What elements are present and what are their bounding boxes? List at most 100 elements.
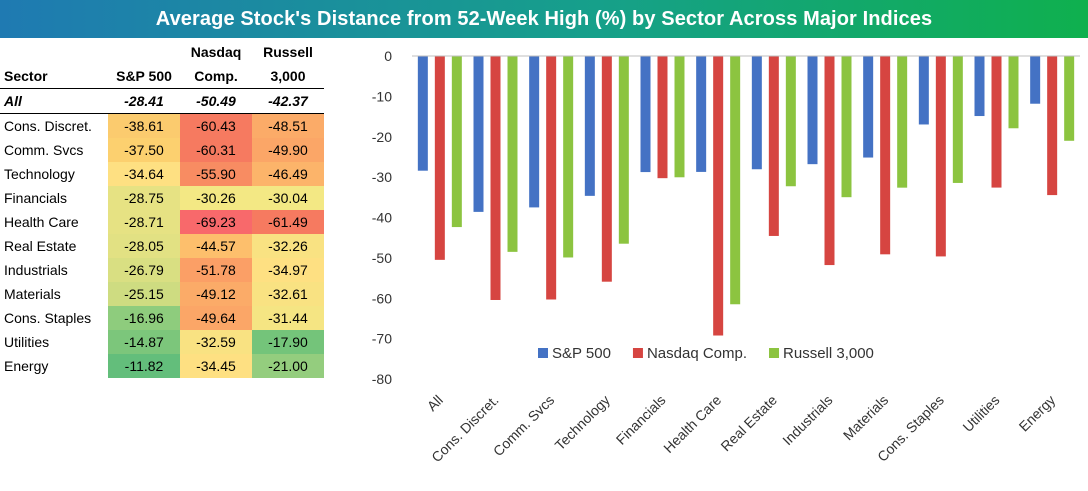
cell-sector: Comm. Svcs	[4, 142, 84, 158]
bar	[935, 56, 946, 257]
cell-nasdaq: -49.12	[180, 282, 252, 306]
bar	[897, 56, 908, 188]
cell-nasdaq: -30.26	[180, 186, 252, 210]
legend-label: Nasdaq Comp.	[647, 345, 747, 362]
bar	[880, 56, 891, 255]
cell-russell: -49.90	[252, 138, 324, 162]
header-russell-line1: Russell	[263, 44, 313, 60]
cell-nasdaq: -55.90	[180, 162, 252, 186]
cell-sector: All	[0, 88, 108, 114]
cell-russell: -17.90	[252, 330, 324, 354]
bar	[1030, 56, 1041, 104]
cell-sector: Health Care	[4, 214, 79, 230]
bar	[785, 56, 796, 187]
x-tick-label: Materials	[840, 392, 891, 443]
cell-nasdaq: -69.23	[180, 210, 252, 234]
table-row: Financials -28.75 -30.26 -30.04	[0, 186, 324, 210]
y-tick-label: -30	[372, 169, 392, 185]
table-row: Utilities -14.87 -32.59 -17.90	[0, 330, 324, 354]
x-tick-label: Energy	[1016, 392, 1059, 435]
cell-sp500: -37.50	[108, 138, 180, 162]
bar	[863, 56, 874, 158]
y-tick-label: 0	[384, 48, 392, 64]
bar	[824, 56, 835, 266]
sector-table: Nasdaq Russell Sector S&P 500 Comp. 3,00…	[0, 40, 324, 378]
cell-russell: -30.04	[252, 186, 324, 210]
header-nasdaq-line1: Nasdaq	[190, 44, 242, 60]
cell-russell: -61.49	[252, 210, 324, 234]
cell-nasdaq: -60.31	[180, 138, 252, 162]
header-sector: Sector	[0, 64, 108, 89]
bar	[1008, 56, 1019, 129]
bar	[674, 56, 685, 178]
cell-nasdaq: -51.78	[180, 258, 252, 282]
bar	[974, 56, 985, 117]
y-tick-label: -60	[372, 290, 392, 306]
table-row: Cons. Discret. -38.61 -60.43 -48.51	[0, 113, 324, 138]
cell-russell: -46.49	[252, 162, 324, 186]
cell-nasdaq: -60.43	[180, 113, 252, 138]
bar	[584, 56, 595, 196]
header-nasdaq-line2: Comp.	[180, 64, 252, 89]
bar	[952, 56, 963, 183]
cell-russell: -34.97	[252, 258, 324, 282]
cell-sector: Cons. Discret.	[4, 118, 92, 134]
legend-label: S&P 500	[552, 345, 611, 362]
header-sp500-line2: S&P 500	[108, 64, 180, 89]
cell-sector: Financials	[4, 190, 68, 206]
bar	[807, 56, 818, 165]
bar	[751, 56, 762, 170]
cell-sector: Real Estate	[4, 238, 77, 254]
cell-sector: Industrials	[4, 262, 68, 278]
bar	[657, 56, 668, 179]
bar	[618, 56, 629, 244]
x-tick-label: All	[424, 392, 446, 414]
bar	[918, 56, 929, 125]
cell-sector: Materials	[4, 286, 61, 302]
cell-sp500: -34.64	[108, 162, 180, 186]
table-row: Cons. Staples -16.96 -49.64 -31.44	[0, 306, 324, 330]
cell-sp500: -38.61	[108, 113, 180, 138]
table-row: Energy -11.82 -34.45 -21.00	[0, 354, 324, 378]
legend-swatch	[632, 348, 643, 358]
cell-sp500: -28.75	[108, 186, 180, 210]
cell-sector: Cons. Staples	[4, 310, 92, 326]
table-row: Technology -34.64 -55.90 -46.49	[0, 162, 324, 186]
header-row-2: Sector S&P 500 Comp. 3,000	[0, 64, 324, 89]
bar	[1064, 56, 1075, 141]
bar	[991, 56, 1002, 188]
bar	[529, 56, 540, 208]
bar	[601, 56, 612, 282]
cell-sp500: -14.87	[108, 330, 180, 354]
header-russell-line2: 3,000	[252, 64, 324, 89]
cell-sp500: -28.41	[108, 88, 180, 114]
cell-russell: -42.37	[252, 88, 324, 114]
cell-sp500: -25.15	[108, 282, 180, 306]
x-tick-label: Utilities	[959, 392, 1002, 435]
bar	[841, 56, 852, 198]
bar	[713, 56, 724, 336]
cell-russell: -31.44	[252, 306, 324, 330]
y-tick-label: -80	[372, 371, 392, 387]
cell-sp500: -16.96	[108, 306, 180, 330]
y-tick-label: -10	[372, 88, 392, 104]
x-tick-label: Technology	[552, 392, 613, 453]
chart-title: Average Stock's Distance from 52-Week Hi…	[155, 7, 933, 30]
cell-sector: Energy	[4, 358, 49, 374]
cell-sp500: -28.05	[108, 234, 180, 258]
table-row: Comm. Svcs -37.50 -60.31 -49.90	[0, 138, 324, 162]
cell-russell: -48.51	[252, 113, 324, 138]
cell-nasdaq: -49.64	[180, 306, 252, 330]
bar	[730, 56, 741, 305]
bar	[473, 56, 484, 212]
bar	[417, 56, 428, 171]
y-tick-label: -50	[372, 250, 392, 266]
bar	[640, 56, 651, 173]
cell-sector: Utilities	[4, 334, 50, 350]
cell-russell: -32.26	[252, 234, 324, 258]
bar	[768, 56, 779, 236]
bar	[434, 56, 445, 260]
table-row: Materials -25.15 -49.12 -32.61	[0, 282, 324, 306]
cell-nasdaq: -44.57	[180, 234, 252, 258]
